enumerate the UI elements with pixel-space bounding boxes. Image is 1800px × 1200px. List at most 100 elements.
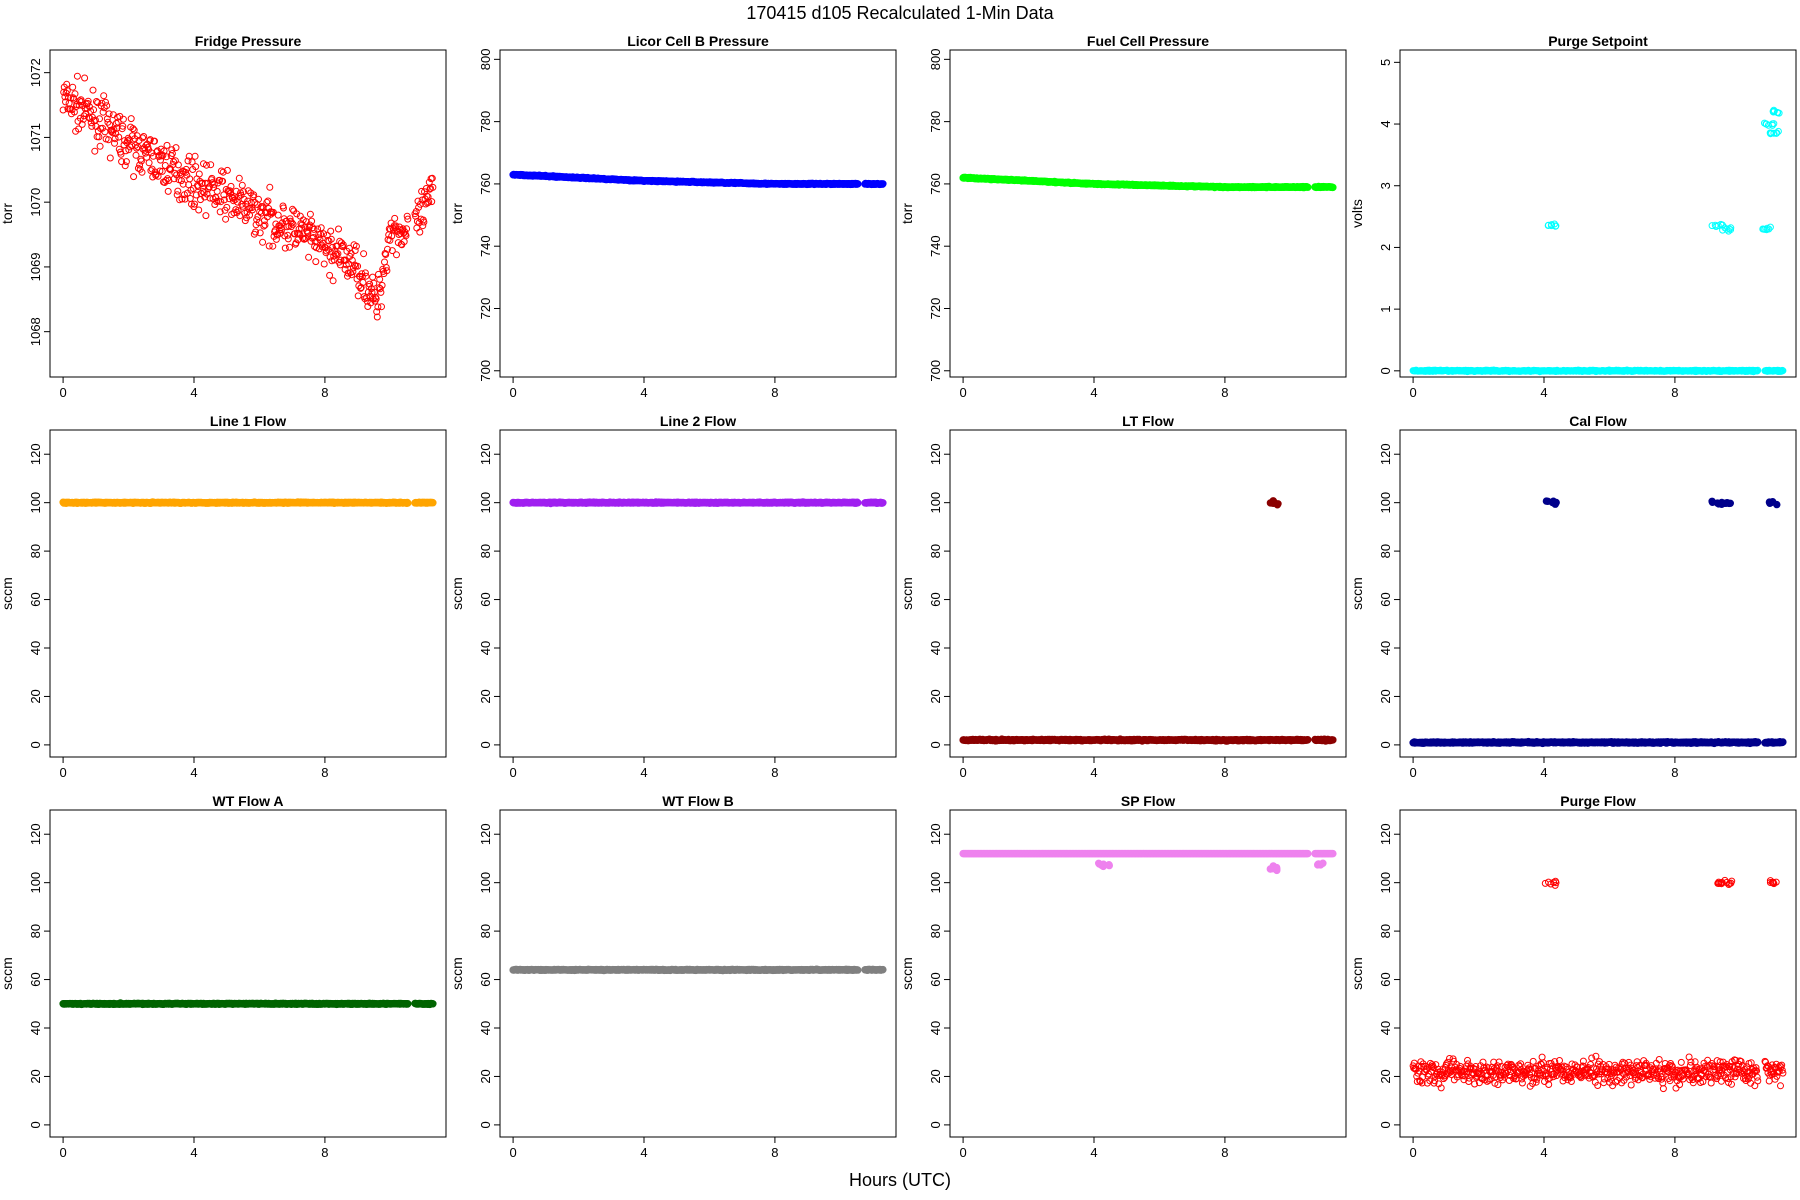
data-point — [1304, 183, 1312, 191]
data-point — [219, 168, 227, 176]
data-point — [368, 288, 376, 296]
data-point — [204, 179, 212, 187]
y-tick-label: 760 — [928, 173, 943, 195]
data-point — [147, 167, 155, 175]
data-point — [105, 136, 112, 144]
data-point — [378, 281, 386, 289]
data-point — [1274, 500, 1282, 508]
data-point — [1772, 129, 1780, 137]
x-tick-label: 8 — [771, 765, 778, 780]
y-tick-label: 40 — [1378, 641, 1393, 655]
data-point — [291, 230, 299, 238]
data-point — [289, 205, 296, 213]
x-tick-label: 8 — [321, 385, 328, 400]
data-point — [403, 212, 411, 220]
x-tick-label: 4 — [190, 385, 197, 400]
y-tick-label: 700 — [928, 360, 943, 382]
data-point — [250, 191, 258, 199]
data-point — [314, 234, 322, 242]
data-point — [366, 280, 374, 288]
x-tick-label: 8 — [1671, 765, 1678, 780]
data-point — [1761, 119, 1768, 127]
data-point — [216, 208, 224, 216]
x-tick-label: 8 — [321, 765, 328, 780]
plot-frame — [1399, 429, 1797, 758]
data-point — [255, 195, 262, 203]
y-tick-label: 780 — [478, 111, 493, 133]
data-point — [238, 181, 246, 189]
data-point — [286, 243, 293, 251]
y-axis-label: torr — [900, 203, 915, 224]
data-point — [293, 210, 301, 218]
x-tick-label: 4 — [1090, 765, 1097, 780]
data-point — [172, 144, 180, 152]
y-tick-label: 800 — [478, 48, 493, 70]
data-point — [105, 110, 113, 118]
data-point — [89, 86, 97, 94]
data-point — [420, 218, 428, 226]
data-point — [169, 161, 177, 168]
y-tick-label: 1069 — [28, 252, 43, 281]
data-point — [312, 258, 320, 266]
panel-title: Purge Setpoint — [1548, 33, 1648, 49]
y-tick-label: 1072 — [28, 58, 43, 87]
data-point — [308, 217, 316, 225]
data-point — [122, 158, 130, 166]
data-point — [210, 184, 218, 191]
data-point — [223, 166, 231, 174]
data-point — [158, 167, 166, 175]
data-point — [284, 231, 292, 239]
data-point — [174, 187, 182, 195]
x-tick-label: 4 — [1540, 385, 1547, 400]
data-point — [266, 183, 274, 191]
y-tick-label: 100 — [478, 492, 493, 514]
y-tick-label: 40 — [478, 641, 493, 655]
data-point — [240, 188, 247, 196]
plot-frame — [499, 49, 897, 378]
data-point — [117, 150, 125, 158]
data-point — [1769, 107, 1777, 115]
data-point — [127, 115, 135, 123]
data-point — [75, 125, 83, 133]
y-tick-label: 120 — [1378, 443, 1393, 465]
y-tick-label: 20 — [478, 689, 493, 703]
y-tick-label: 20 — [1378, 689, 1393, 703]
panel-title: Licor Cell B Pressure — [627, 33, 769, 49]
data-point — [162, 177, 170, 184]
data-point — [429, 183, 437, 191]
data-point — [192, 163, 200, 171]
y-axis-label: sccm — [0, 577, 15, 610]
x-tick-label: 0 — [509, 385, 516, 400]
data-point — [1547, 222, 1555, 230]
data-point — [252, 228, 259, 236]
data-point — [192, 191, 200, 199]
y-tick-label: 0 — [1378, 367, 1393, 374]
data-point — [103, 102, 111, 110]
data-point — [217, 198, 225, 206]
data-point — [138, 168, 146, 176]
data-point — [416, 200, 424, 208]
data-point — [361, 269, 369, 277]
data-point — [164, 175, 172, 183]
data-point — [284, 235, 292, 243]
data-point — [269, 242, 277, 250]
data-point — [338, 239, 345, 247]
data-point — [423, 192, 431, 200]
data-point — [104, 118, 112, 126]
data-point — [90, 106, 98, 114]
data-point — [360, 250, 368, 258]
data-point — [374, 303, 382, 311]
data-point — [879, 180, 887, 188]
data-point — [1753, 367, 1761, 375]
data-point — [305, 253, 313, 261]
data-point — [359, 279, 367, 286]
data-point — [1769, 121, 1776, 129]
data-point — [299, 234, 307, 242]
data-point — [281, 244, 289, 252]
plot-panel: Purge Setpoint 0 4 8 0 1 2 3 4 5 volts — [1350, 32, 1800, 412]
plot-panel: Fridge Pressure 0 4 8 1068 1069 1070 1071 1072 to… — [0, 32, 450, 412]
y-tick-label: 60 — [1378, 592, 1393, 606]
